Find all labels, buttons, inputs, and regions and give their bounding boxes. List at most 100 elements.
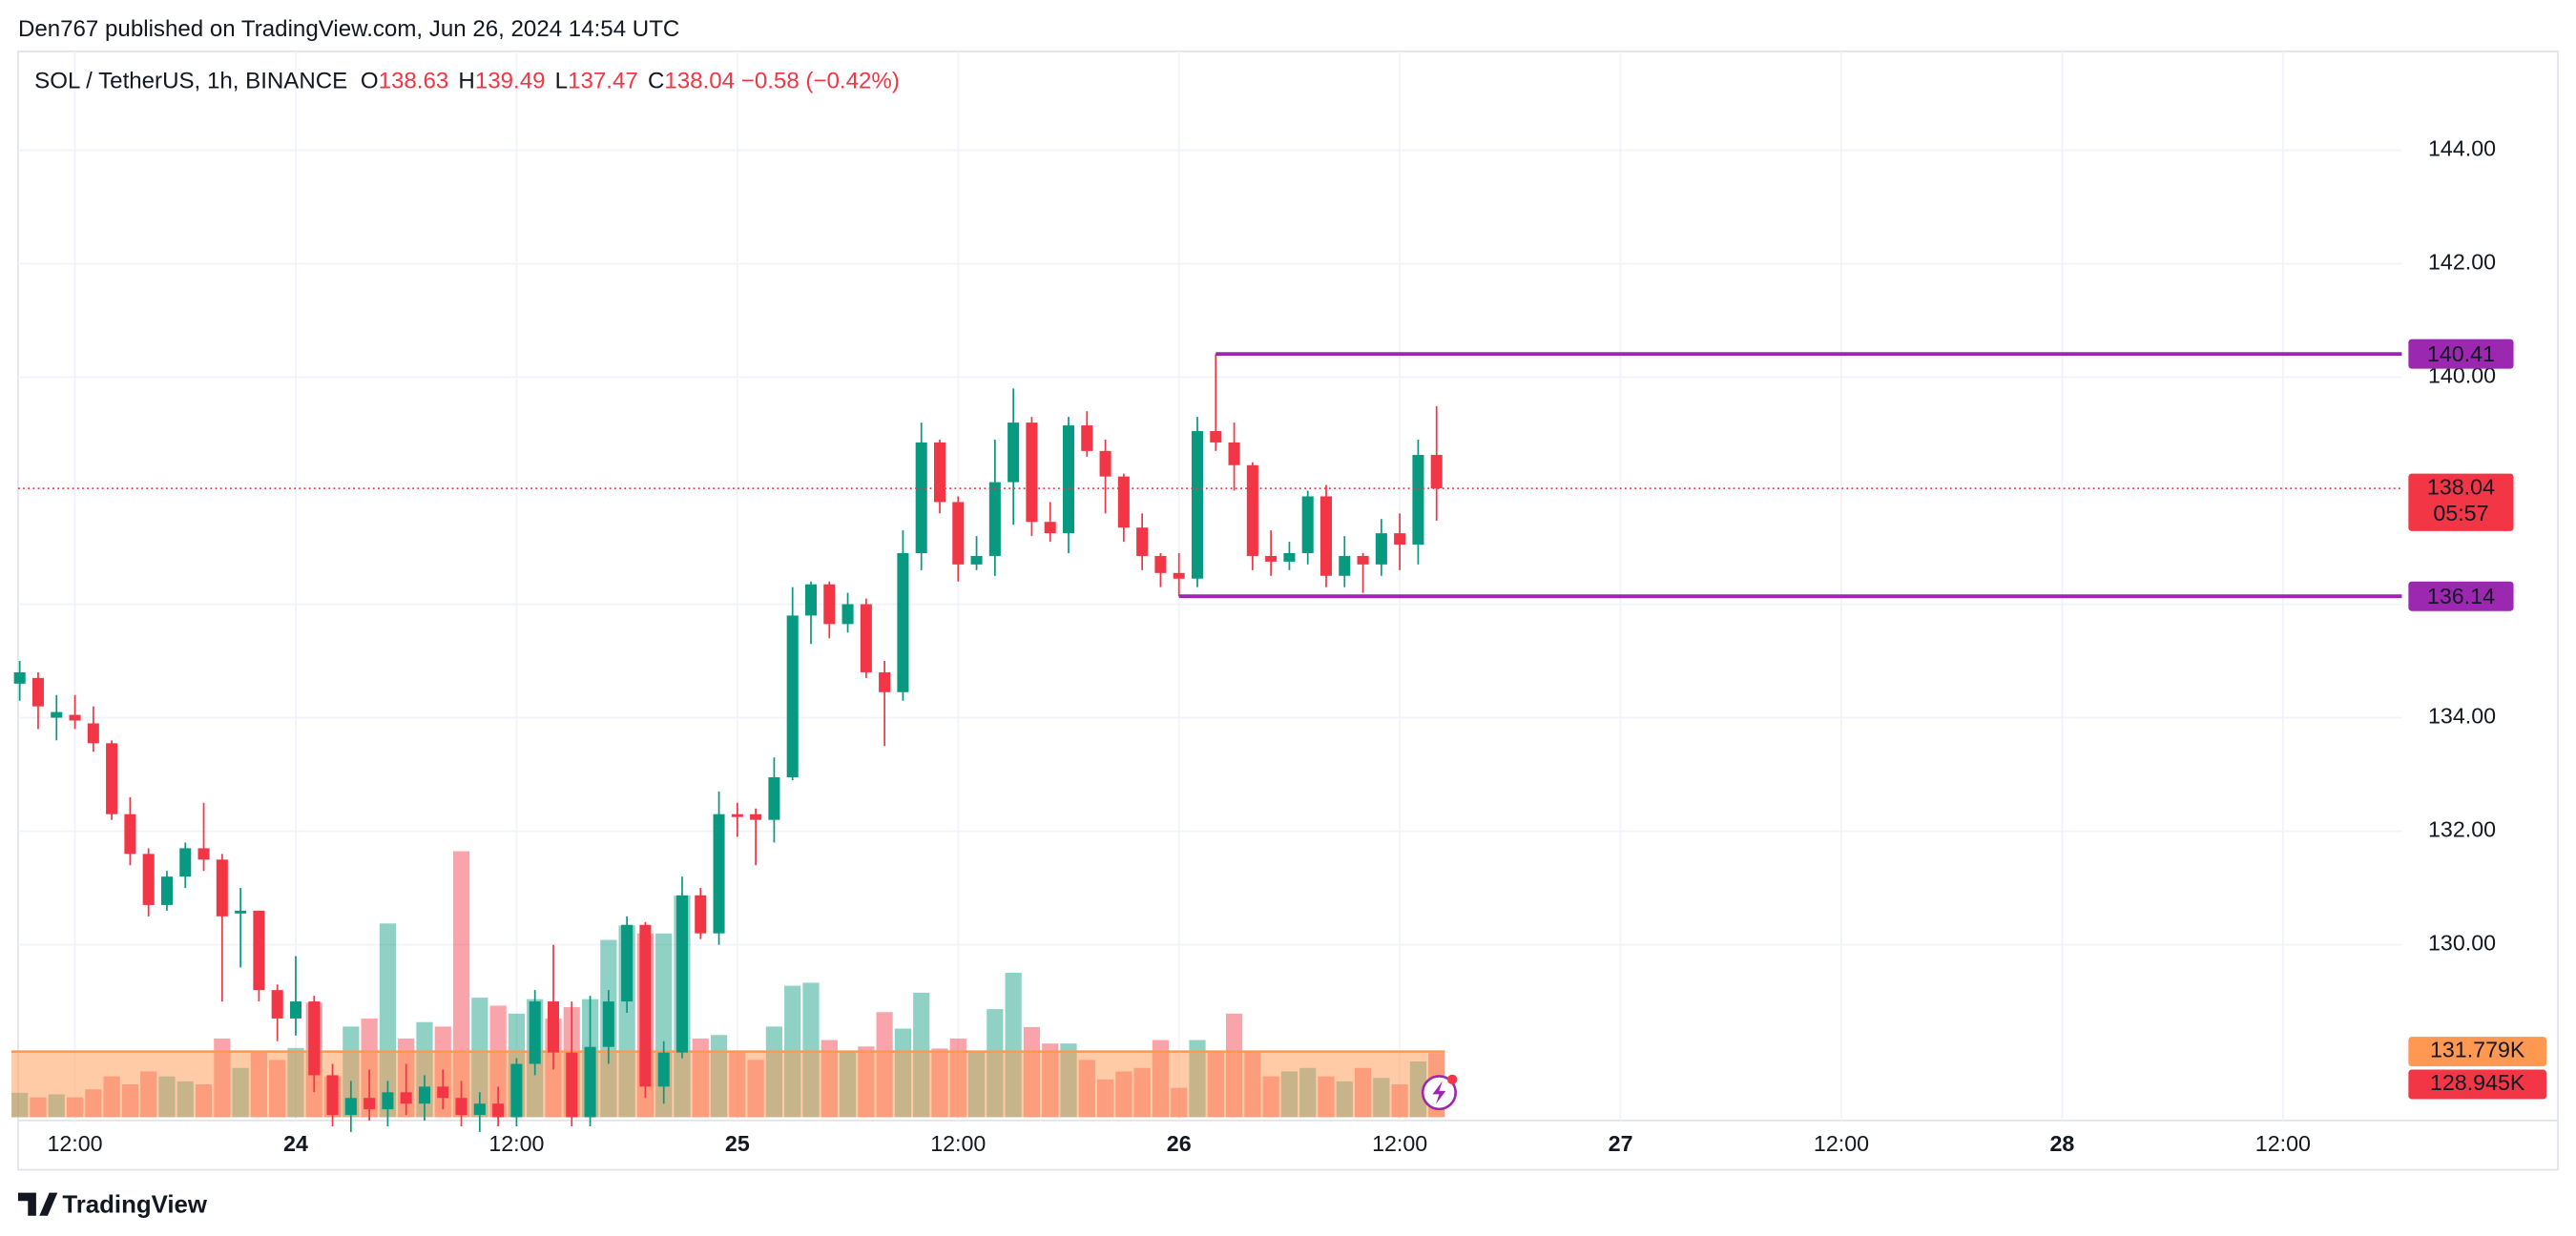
candle-body xyxy=(1375,533,1387,565)
legend-value: 139.49 xyxy=(475,69,546,94)
candle-body xyxy=(271,990,283,1019)
volume-ma-area xyxy=(11,1051,1445,1118)
candle-body xyxy=(602,1001,614,1047)
x-tick-label: 25 xyxy=(725,1131,750,1156)
candle-body xyxy=(1394,533,1406,546)
candle-body xyxy=(1173,572,1185,579)
candle-body xyxy=(621,924,634,1002)
candle-body xyxy=(1412,455,1424,546)
volume-ma-label: 131.779K xyxy=(2430,1038,2525,1062)
candle-body xyxy=(860,604,872,672)
y-tick-label: 132.00 xyxy=(2428,817,2496,842)
candle-body xyxy=(69,714,81,721)
brand-logo: TradingView xyxy=(17,1191,208,1218)
y-tick-label: 144.00 xyxy=(2428,136,2496,161)
legend-label: L xyxy=(555,69,568,94)
candle-body xyxy=(1044,522,1056,534)
candle-body xyxy=(1136,527,1149,556)
x-tick-label: 24 xyxy=(283,1131,308,1156)
candle-body xyxy=(1246,464,1258,556)
candle-body xyxy=(786,615,799,778)
candle-body xyxy=(1283,552,1296,562)
y-tick-label: 142.00 xyxy=(2428,250,2496,275)
logo-mark xyxy=(17,1192,58,1216)
x-tick-label: 12:00 xyxy=(1814,1131,1869,1156)
candle-body xyxy=(879,671,891,692)
candle-body xyxy=(106,743,118,814)
candle-body xyxy=(952,502,965,565)
level-box xyxy=(2408,339,2514,369)
candle-body xyxy=(1210,431,1222,443)
candle-body xyxy=(510,1063,523,1118)
x-tick-label: 12:00 xyxy=(930,1131,986,1156)
candle-body xyxy=(970,555,983,565)
candle-body xyxy=(1430,455,1443,489)
candle-body xyxy=(344,1098,357,1116)
change: −0.58 xyxy=(741,69,800,94)
candle-body xyxy=(897,552,909,692)
x-tick-label: 12:00 xyxy=(488,1131,544,1156)
candle-body xyxy=(179,848,192,877)
candle-body xyxy=(731,814,743,817)
candle-body xyxy=(13,671,26,684)
candle-body xyxy=(1117,476,1130,528)
level-label: 136.14 xyxy=(2427,584,2495,608)
candle-body xyxy=(584,1046,596,1118)
candle-body xyxy=(235,910,247,914)
legend-value: 138.63 xyxy=(379,69,449,94)
candle-body xyxy=(657,1052,670,1087)
candle-body xyxy=(1099,450,1111,477)
candle-body xyxy=(1319,496,1333,576)
x-tick-label: 12:00 xyxy=(2255,1131,2311,1156)
candle-body xyxy=(197,848,210,860)
candle-body xyxy=(1062,425,1075,534)
legend-value: 137.47 xyxy=(568,69,638,94)
candle-body xyxy=(51,711,63,718)
candle-body xyxy=(87,723,99,744)
symbol: SOL / TetherUS, 1h, BINANCE xyxy=(34,69,347,94)
x-tick-label: 26 xyxy=(1167,1131,1192,1156)
x-tick-label: 28 xyxy=(2050,1131,2075,1156)
candle-body xyxy=(289,1001,301,1019)
candle-body xyxy=(1191,431,1204,579)
candle-body xyxy=(160,876,173,905)
volume-ma-box xyxy=(2408,1037,2547,1067)
x-tick-label: 27 xyxy=(1609,1131,1633,1156)
grid: 130.00132.00134.00136.00140.00142.00144.… xyxy=(17,51,2496,1156)
candle-body xyxy=(933,442,946,503)
countdown-label: 05:57 xyxy=(2433,501,2488,525)
last-price-box xyxy=(2408,473,2514,531)
chart-frame xyxy=(17,51,2559,1171)
candle-body xyxy=(455,1098,467,1116)
candle-body xyxy=(1026,422,1038,523)
legend-label: C xyxy=(648,69,664,94)
candle-body xyxy=(492,1103,505,1118)
candle-body xyxy=(437,1086,449,1099)
candle-body xyxy=(695,895,707,934)
candles xyxy=(13,354,1443,1132)
y-tick-label: 134.00 xyxy=(2428,704,2496,729)
candle-body xyxy=(804,584,818,616)
replay-icon[interactable] xyxy=(1421,1074,1458,1111)
candle-body xyxy=(308,1001,321,1076)
candle-body xyxy=(216,859,228,917)
level-box xyxy=(2408,581,2514,611)
x-tick-label: 12:00 xyxy=(1372,1131,1427,1156)
candle-body xyxy=(326,1075,339,1116)
candle-body xyxy=(1081,425,1093,451)
candle-body xyxy=(1228,442,1240,465)
legend-value: 138.04 xyxy=(664,69,735,94)
x-tick-label: 12:00 xyxy=(47,1131,102,1156)
candle-body xyxy=(823,584,836,625)
last-price-label: 138.04 xyxy=(2427,474,2495,499)
volume-last-box xyxy=(2408,1069,2547,1100)
change-percent: (−0.42%) xyxy=(805,69,899,94)
candle-body xyxy=(915,442,927,553)
candle-body xyxy=(1265,555,1278,562)
level-label: 140.41 xyxy=(2427,341,2495,366)
legend: SOL / TetherUS, 1h, BINANCE O138.63 H139… xyxy=(34,69,900,94)
